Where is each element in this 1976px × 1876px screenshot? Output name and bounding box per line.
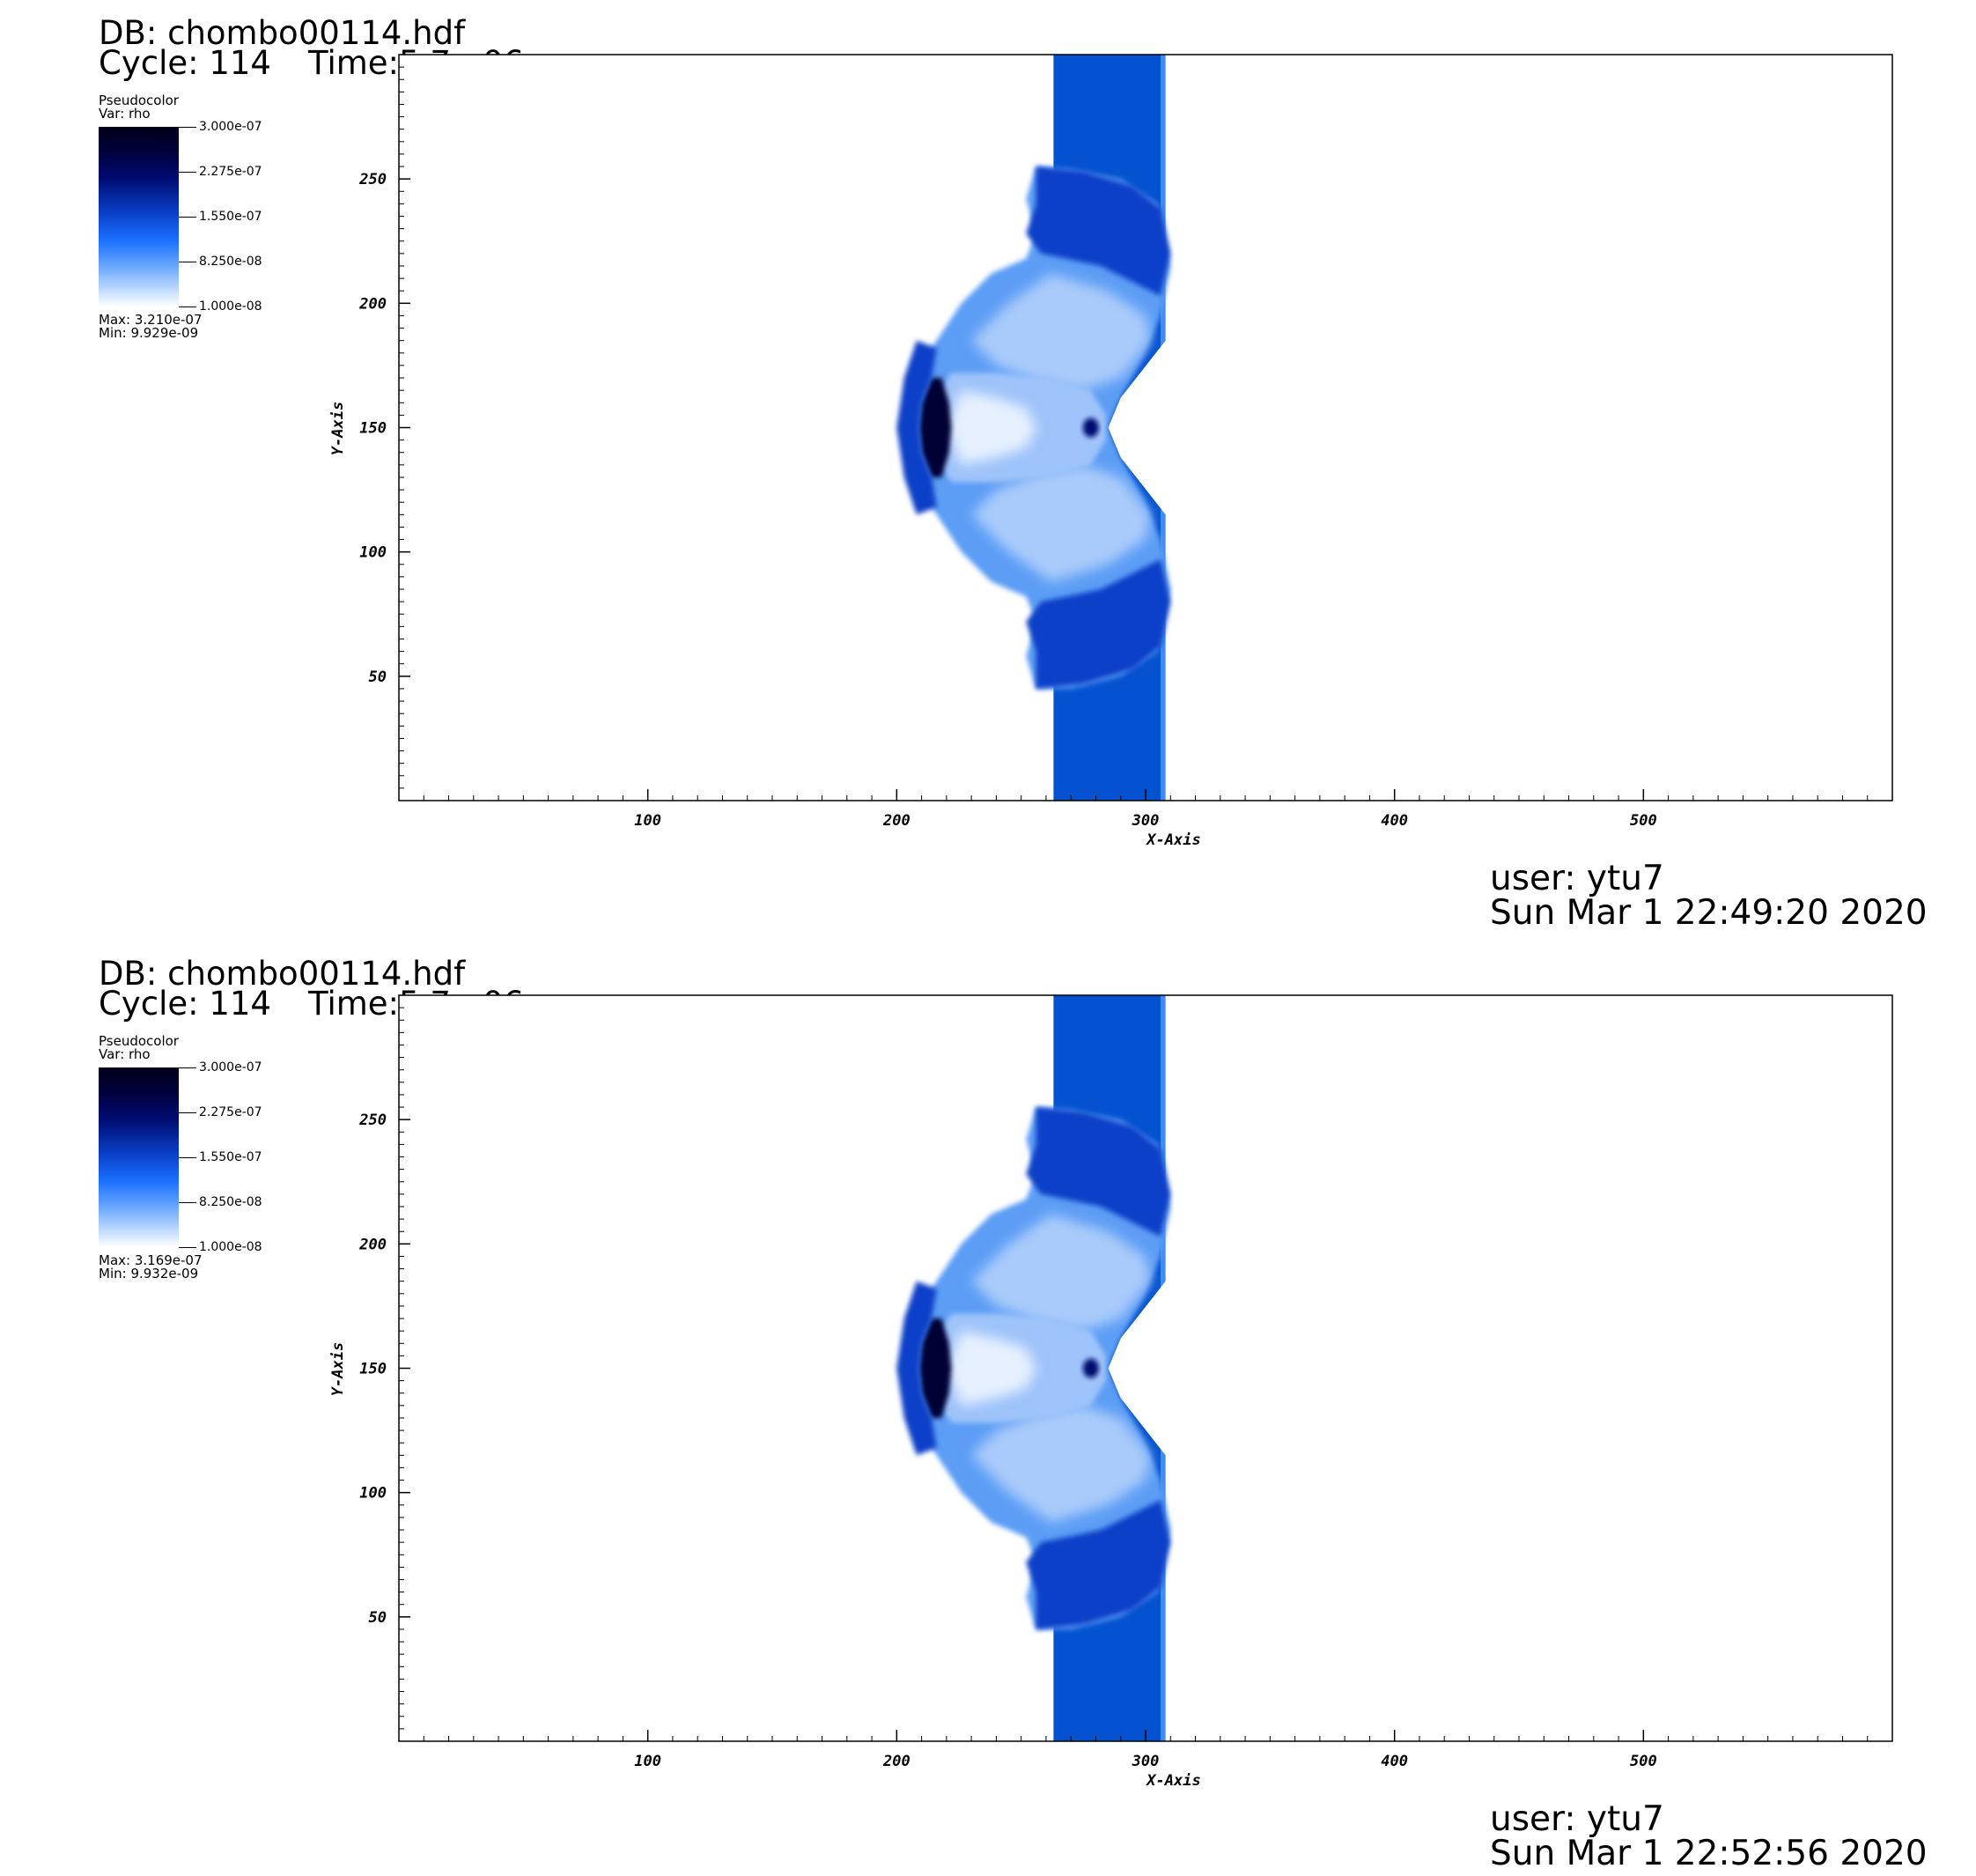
y-tick-label: 50 [369, 668, 387, 686]
x-axis-title: X-Axis [1145, 831, 1200, 849]
lower-lobe [1026, 559, 1171, 689]
upper-lobe [1026, 1107, 1171, 1237]
bow-shock-front [918, 1318, 952, 1418]
colorbar-label: 2.275e-07 [199, 1105, 262, 1119]
y-tick-label: 250 [358, 1112, 387, 1129]
density-field [399, 995, 1892, 1741]
colorbar-label: 3.000e-07 [199, 120, 262, 134]
bow-shock-wing [896, 1281, 937, 1456]
colorbar [99, 127, 179, 307]
colorbar-tick [179, 1202, 196, 1203]
upper-interior [971, 1214, 1151, 1332]
colorbar-tick [179, 1157, 196, 1158]
upper-interior [971, 273, 1151, 391]
y-axis-title: Y-Axis [329, 1342, 347, 1396]
colorbar-tick [179, 172, 196, 173]
legend-plot-type: Pseudocolor [99, 92, 179, 108]
y-tick-label: 250 [358, 171, 387, 188]
user-label: user: ytu7 [1490, 1799, 1664, 1839]
x-tick-label: 400 [1381, 1753, 1408, 1770]
colorbar-label: 1.550e-07 [199, 210, 262, 224]
legend-max: Max: 3.210e-07 [99, 312, 203, 328]
x-tick-label: 500 [1630, 812, 1657, 830]
x-tick-label: 300 [1132, 812, 1160, 830]
visit-window-2: DB: chombo00114.hdf Cycle: 114 Time:5.7e… [0, 941, 1976, 1876]
visit-window-1: DB: chombo00114.hdf Cycle: 114 Time:5.7e… [0, 0, 1976, 935]
colorbar-label: 1.000e-08 [199, 1240, 262, 1254]
colorbar-tick [179, 1112, 196, 1113]
y-tick-label: 200 [358, 295, 387, 313]
colorbar-label: 8.250e-08 [199, 1195, 262, 1209]
colorbar-label: 3.000e-07 [199, 1060, 262, 1075]
y-tick-label: 150 [359, 1361, 387, 1378]
density-field [399, 55, 1892, 801]
x-tick-label: 400 [1381, 812, 1408, 830]
db-label: DB: chombo00114.hdf [99, 14, 466, 52]
legend-max: Max: 3.169e-07 [99, 1252, 203, 1268]
y-tick-label: 100 [359, 544, 387, 562]
x-tick-label: 100 [634, 812, 661, 830]
y-tick-label: 50 [369, 1609, 387, 1627]
colorbar-label: 2.275e-07 [199, 165, 262, 179]
slab-gap [1108, 1281, 1196, 1456]
date-label: Sun Mar 1 22:49:20 2020 [1490, 893, 1928, 933]
cavity-core [946, 390, 1036, 465]
legend-plot-type: Pseudocolor [99, 1033, 179, 1049]
x-tick-label: 200 [882, 1753, 911, 1770]
colorbar-label: 8.250e-08 [199, 255, 262, 269]
date-label: Sun Mar 1 22:52:56 2020 [1490, 1834, 1928, 1873]
cycle-label: Cycle: 114 [99, 44, 271, 82]
lower-interior [971, 1405, 1151, 1523]
colorbar [99, 1067, 179, 1247]
legend-variable: Var: rho [99, 1046, 151, 1062]
colorbar-label: 1.550e-07 [199, 1150, 262, 1164]
colorbar-tick [179, 1247, 196, 1248]
lower-lobe [1026, 1500, 1171, 1629]
slab-gap [1108, 340, 1196, 515]
bow-shock-wing [896, 340, 937, 515]
density-plot: 100 200 300 400 500 50 100 150 200 250 X-Axis Y-Axi… [329, 994, 1893, 1790]
x-tick-label: 300 [1132, 1753, 1160, 1770]
bow-shock-front [918, 378, 952, 477]
x-tick-label: 200 [882, 812, 911, 830]
y-tick-label: 150 [359, 420, 387, 438]
jet-knot [1082, 417, 1099, 438]
cycle-label: Cycle: 114 [99, 985, 271, 1023]
y-tick-label: 200 [358, 1236, 387, 1253]
legend-min: Min: 9.929e-09 [99, 325, 199, 341]
lower-interior [971, 464, 1151, 582]
db-label: DB: chombo00114.hdf [99, 955, 466, 993]
legend-variable: Var: rho [99, 106, 151, 122]
y-axis-title: Y-Axis [329, 402, 347, 455]
density-plot: 100 200 300 400 500 50 100 150 200 250 X-Axis Y-Axi… [329, 54, 1893, 849]
user-label: user: ytu7 [1490, 859, 1664, 898]
x-axis-title: X-Axis [1145, 1772, 1200, 1790]
upper-lobe [1026, 166, 1171, 296]
legend-min: Min: 9.932e-09 [99, 1266, 199, 1281]
colorbar-label: 1.000e-08 [199, 299, 262, 314]
x-tick-label: 100 [634, 1753, 661, 1770]
cavity-core [946, 1331, 1036, 1406]
colorbar-tick [179, 127, 196, 128]
y-tick-label: 100 [359, 1485, 387, 1503]
colorbar-tick [179, 1067, 196, 1068]
x-tick-label: 500 [1630, 1753, 1657, 1770]
jet-knot [1082, 1358, 1099, 1378]
colorbar-tick [179, 217, 196, 218]
